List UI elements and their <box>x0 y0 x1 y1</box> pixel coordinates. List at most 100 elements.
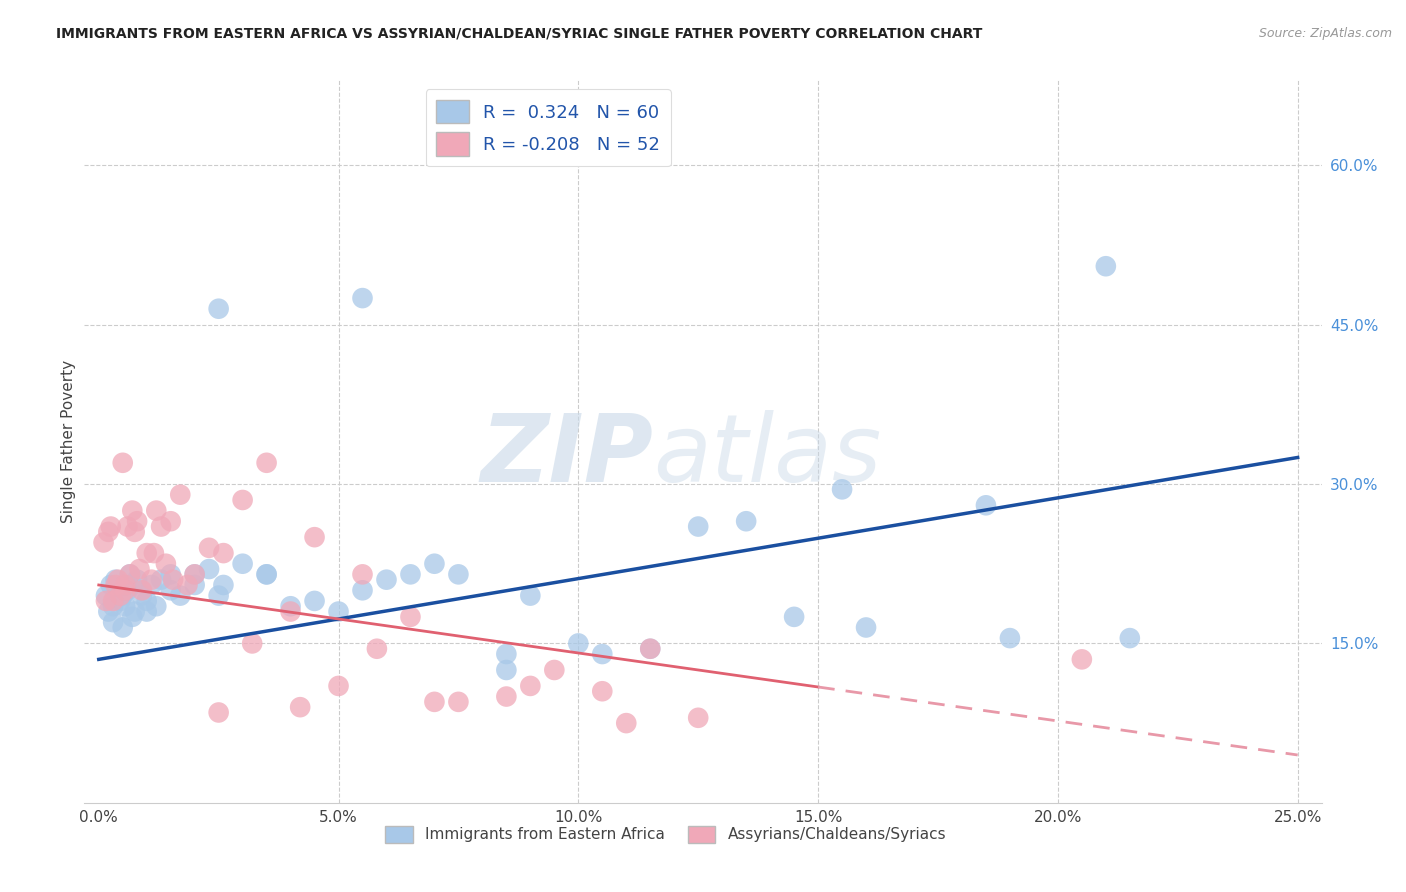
Point <box>155 557 177 571</box>
Point <box>232 493 254 508</box>
Point <box>256 567 278 582</box>
Point <box>399 567 422 582</box>
Point <box>1095 259 1118 273</box>
Point <box>124 524 146 539</box>
Point <box>495 690 517 704</box>
Point <box>328 679 350 693</box>
Text: Source: ZipAtlas.com: Source: ZipAtlas.com <box>1258 27 1392 40</box>
Point <box>519 589 541 603</box>
Point <box>638 641 661 656</box>
Point <box>304 530 326 544</box>
Point <box>169 589 191 603</box>
Point <box>519 679 541 693</box>
Point <box>198 562 221 576</box>
Point <box>111 456 134 470</box>
Point <box>352 583 374 598</box>
Point <box>783 610 806 624</box>
Point <box>159 567 181 582</box>
Point <box>100 519 122 533</box>
Point <box>495 663 517 677</box>
Point <box>232 557 254 571</box>
Point <box>118 567 141 582</box>
Y-axis label: Single Father Poverty: Single Father Poverty <box>60 360 76 523</box>
Point <box>121 578 143 592</box>
Point <box>110 594 132 608</box>
Point <box>855 620 877 634</box>
Text: IMMIGRANTS FROM EASTERN AFRICA VS ASSYRIAN/CHALDEAN/SYRIAC SINGLE FATHER POVERTY: IMMIGRANTS FROM EASTERN AFRICA VS ASSYRI… <box>56 27 983 41</box>
Point <box>142 546 165 560</box>
Point <box>208 589 231 603</box>
Point <box>121 503 143 517</box>
Point <box>212 546 235 560</box>
Point <box>256 567 278 582</box>
Point <box>1119 631 1142 645</box>
Point <box>567 636 589 650</box>
Point <box>998 631 1021 645</box>
Point <box>93 535 115 549</box>
Point <box>688 711 710 725</box>
Point <box>114 578 136 592</box>
Point <box>212 578 235 592</box>
Text: ZIP: ZIP <box>481 410 654 502</box>
Point <box>162 573 184 587</box>
Point <box>240 636 263 650</box>
Point <box>97 524 120 539</box>
Point <box>974 498 997 512</box>
Point <box>111 589 134 603</box>
Point <box>280 605 302 619</box>
Point <box>183 567 205 582</box>
Point <box>118 567 141 582</box>
Point <box>176 578 198 592</box>
Point <box>495 647 517 661</box>
Point <box>375 573 398 587</box>
Point <box>131 589 153 603</box>
Point <box>101 594 124 608</box>
Point <box>150 573 173 587</box>
Point <box>328 605 350 619</box>
Point <box>1070 652 1092 666</box>
Point <box>107 573 129 587</box>
Point <box>447 567 470 582</box>
Point <box>111 620 134 634</box>
Point <box>135 546 157 560</box>
Point <box>735 514 758 528</box>
Point <box>591 647 613 661</box>
Point <box>183 578 205 592</box>
Point <box>135 605 157 619</box>
Point <box>117 583 139 598</box>
Point <box>127 573 149 587</box>
Point <box>141 573 163 587</box>
Text: atlas: atlas <box>654 410 882 501</box>
Point <box>591 100 613 114</box>
Point <box>114 583 136 598</box>
Point <box>150 519 173 533</box>
Point <box>135 594 157 608</box>
Point <box>107 583 129 598</box>
Point <box>366 641 388 656</box>
Point <box>543 663 565 677</box>
Point <box>94 594 117 608</box>
Point <box>145 503 167 517</box>
Point <box>183 567 205 582</box>
Point <box>399 610 422 624</box>
Point <box>614 716 637 731</box>
Point <box>94 589 117 603</box>
Point <box>304 594 326 608</box>
Point <box>124 605 146 619</box>
Point <box>423 695 446 709</box>
Point <box>159 583 181 598</box>
Point <box>104 573 127 587</box>
Point <box>117 519 139 533</box>
Point <box>101 615 124 630</box>
Point <box>100 578 122 592</box>
Point <box>121 610 143 624</box>
Point <box>208 706 231 720</box>
Point <box>159 514 181 528</box>
Point <box>423 557 446 571</box>
Point <box>280 599 302 614</box>
Point <box>208 301 231 316</box>
Point <box>128 562 150 576</box>
Point <box>447 695 470 709</box>
Point <box>101 599 124 614</box>
Point <box>110 589 132 603</box>
